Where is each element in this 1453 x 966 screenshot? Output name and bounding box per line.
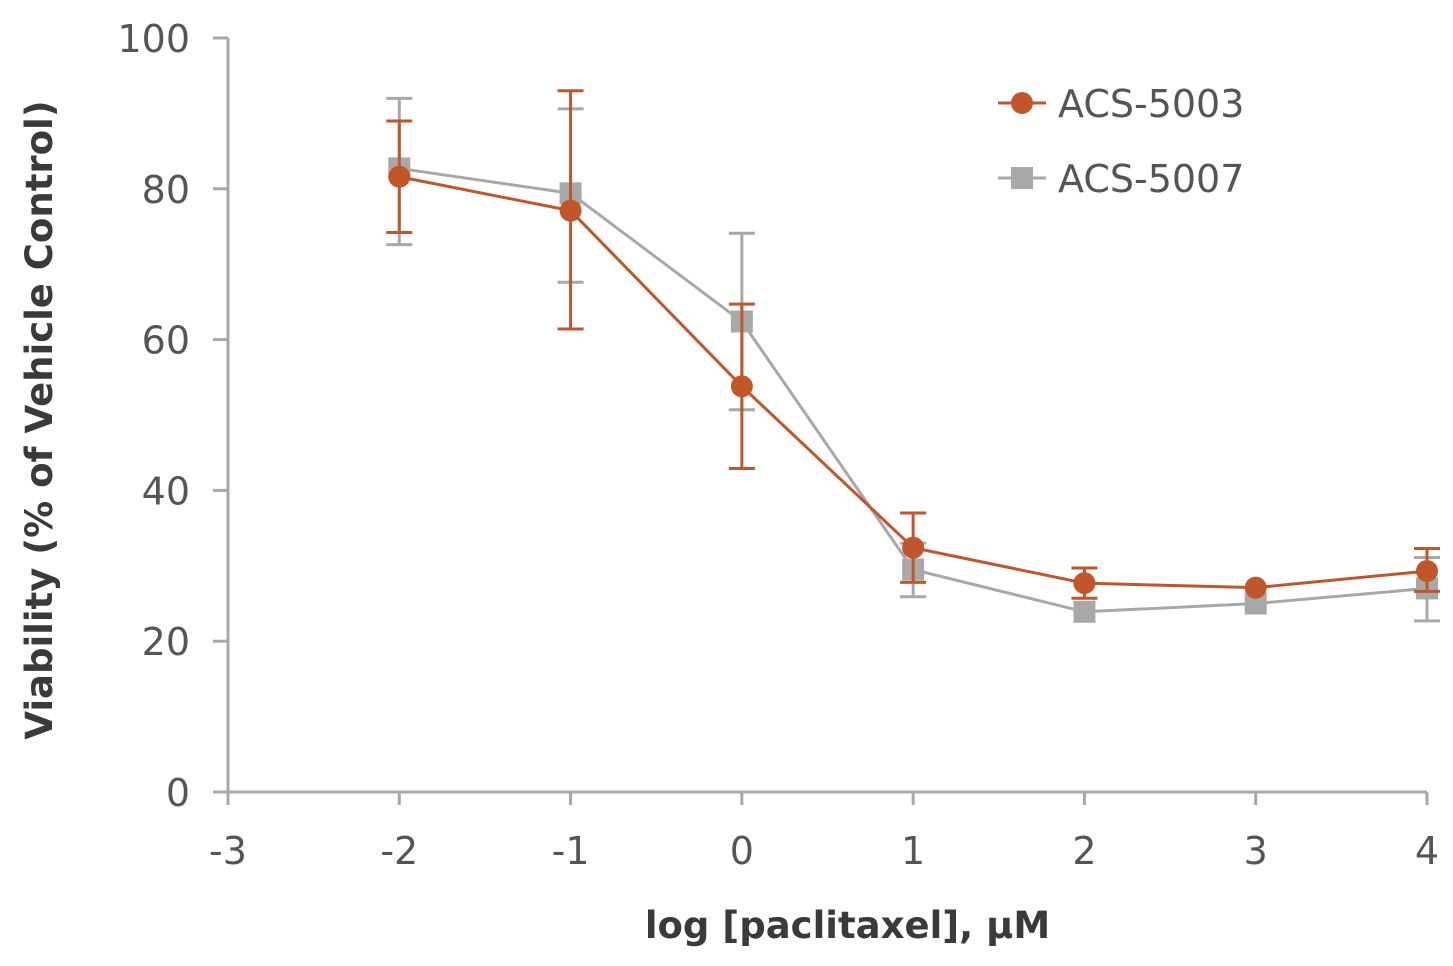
x-tick-label: 0 bbox=[730, 829, 754, 873]
y-tick-label: 0 bbox=[166, 771, 190, 815]
series-layer bbox=[386, 89, 1440, 623]
data-point bbox=[1244, 576, 1267, 599]
legend-marker bbox=[1011, 167, 1033, 189]
legend-item: ACS-5003 bbox=[998, 82, 1244, 126]
data-point bbox=[902, 536, 925, 559]
legend-item: ACS-5007 bbox=[998, 157, 1244, 201]
x-tick-label: -3 bbox=[209, 829, 247, 873]
data-point bbox=[1073, 572, 1096, 595]
legend-label: ACS-5007 bbox=[1058, 157, 1244, 201]
data-point bbox=[1416, 560, 1438, 583]
y-tick-label: 20 bbox=[142, 620, 190, 664]
series-acs-5003 bbox=[386, 89, 1440, 600]
x-tick-label: -2 bbox=[380, 829, 418, 873]
data-point bbox=[1073, 600, 1096, 623]
legend-marker bbox=[1011, 92, 1033, 114]
y-tick-label: 100 bbox=[117, 17, 190, 61]
y-ticks: 0 20 40 60 80 100 bbox=[117, 17, 228, 815]
y-axis-title: Viability (% of Vehicle Control) bbox=[18, 100, 61, 739]
axes bbox=[226, 38, 1427, 794]
data-point bbox=[559, 199, 582, 222]
y-tick-label: 60 bbox=[142, 319, 190, 363]
data-point bbox=[388, 165, 411, 188]
x-tick-label: 1 bbox=[901, 829, 925, 873]
x-tick-label: -1 bbox=[552, 829, 590, 873]
legend: ACS-5003 ACS-5007 bbox=[998, 82, 1244, 201]
y-tick-label: 40 bbox=[142, 469, 190, 513]
y-tick-label: 80 bbox=[142, 168, 190, 212]
x-tick-label: 2 bbox=[1072, 829, 1096, 873]
data-point bbox=[1244, 592, 1267, 615]
x-axis-title: log [paclitaxel], μM bbox=[645, 904, 1050, 947]
legend-label: ACS-5003 bbox=[1058, 82, 1244, 126]
x-tick-label: 3 bbox=[1244, 829, 1268, 873]
data-point bbox=[730, 375, 753, 398]
x-tick-label: 4 bbox=[1415, 829, 1439, 873]
x-ticks: -3 -2 -1 0 1 2 3 4 bbox=[209, 792, 1439, 873]
